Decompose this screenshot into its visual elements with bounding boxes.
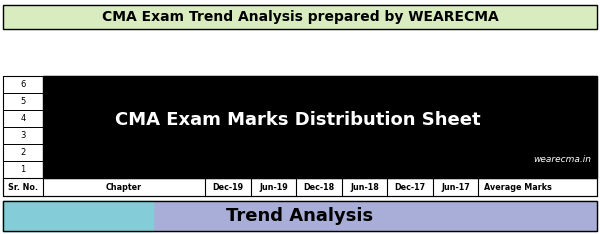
Text: wearecma.in: wearecma.in (533, 155, 591, 164)
Text: CMA Exam Trend Analysis prepared by WEARECMA: CMA Exam Trend Analysis prepared by WEAR… (101, 10, 499, 24)
Bar (3, 5, 597, 29)
Text: Dec-18: Dec-18 (304, 183, 335, 191)
Bar (3, 76, 43, 93)
Bar (3, 110, 43, 127)
Bar (3, 144, 43, 161)
Bar (3, 127, 43, 144)
Bar (3, 201, 597, 231)
Text: Trend Analysis: Trend Analysis (226, 207, 374, 225)
Text: Average Marks: Average Marks (484, 183, 551, 191)
Bar (3, 5, 597, 29)
Text: Dec-19: Dec-19 (212, 183, 244, 191)
Bar (3, 93, 43, 110)
Text: 5: 5 (20, 97, 26, 106)
Bar (3, 201, 597, 231)
Text: CMA Exam Marks Distribution Sheet: CMA Exam Marks Distribution Sheet (115, 111, 481, 129)
Bar (3, 144, 43, 161)
Bar (3, 161, 43, 178)
Text: Jun-18: Jun-18 (350, 183, 379, 191)
Bar (3, 110, 43, 127)
Text: 2: 2 (20, 148, 26, 157)
Text: Dec-17: Dec-17 (394, 183, 425, 191)
Text: 3: 3 (20, 131, 26, 140)
Text: Jun-17: Jun-17 (441, 183, 470, 191)
Bar (3, 127, 43, 144)
Bar (3, 178, 597, 196)
Bar (3, 93, 43, 110)
Bar (3, 76, 43, 93)
Text: Jun-19: Jun-19 (259, 183, 288, 191)
Text: 6: 6 (20, 80, 26, 89)
Bar (3, 161, 43, 178)
Bar (3, 76, 597, 196)
Bar (3, 201, 153, 231)
Bar (3, 178, 597, 196)
Text: Sr. No.: Sr. No. (8, 183, 38, 191)
Text: Chapter: Chapter (106, 183, 142, 191)
Bar (43, 76, 597, 178)
Text: 1: 1 (20, 165, 26, 174)
Text: 4: 4 (20, 114, 26, 123)
